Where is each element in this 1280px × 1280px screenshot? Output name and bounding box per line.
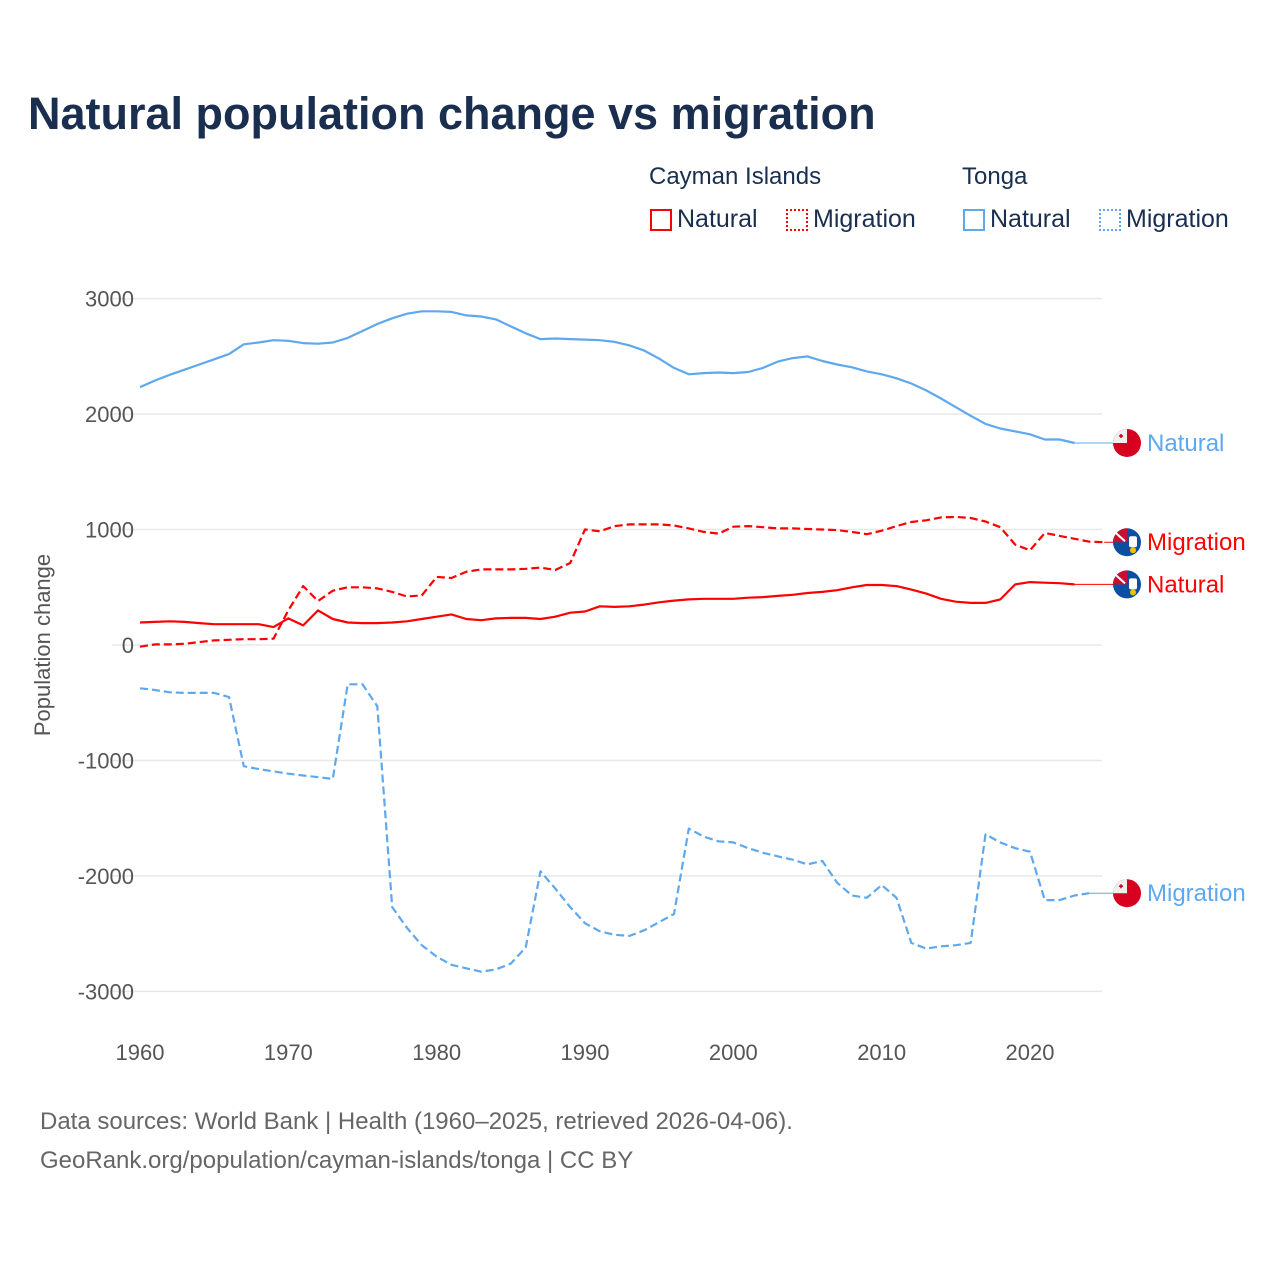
series-line xyxy=(139,310,1075,445)
footer-link[interactable]: GeoRank.org/population/cayman-islands/to… xyxy=(40,1147,634,1174)
legend-tonga-migration[interactable]: Migration xyxy=(1099,205,1229,234)
end-label: Migration xyxy=(1147,529,1246,556)
legend-label: Natural xyxy=(677,205,758,233)
footer-sources: Data sources: World Bank | Health (1960–… xyxy=(40,1108,793,1135)
series-line xyxy=(139,683,1090,973)
series-line xyxy=(139,515,1105,648)
dotted-swatch-icon xyxy=(786,208,808,231)
series-line xyxy=(139,581,1075,629)
end-label: Natural xyxy=(1147,430,1224,457)
y-tick-label: -1000 xyxy=(78,748,134,773)
flag-crest xyxy=(1130,547,1136,554)
y-tick-label: -2000 xyxy=(78,864,134,889)
legend-label: Migration xyxy=(813,205,916,233)
legend-cayman-migration[interactable]: Migration xyxy=(786,205,916,234)
x-tick-label: 1990 xyxy=(561,1040,610,1065)
y-tick-label: 2000 xyxy=(85,402,134,427)
end-label: Natural xyxy=(1147,571,1224,598)
x-tick-label: 1970 xyxy=(264,1040,313,1065)
y-tick-label: 3000 xyxy=(85,287,134,312)
flag-cross xyxy=(1119,884,1123,889)
flag-crest xyxy=(1130,589,1136,596)
y-tick-label: -3000 xyxy=(78,979,134,1004)
x-tick-label: 2010 xyxy=(857,1040,906,1065)
flag-cross xyxy=(1119,433,1123,438)
solid-swatch-icon xyxy=(963,208,985,231)
flag-shield xyxy=(1129,536,1137,548)
x-tick-label: 1980 xyxy=(412,1040,461,1065)
flag-stripe xyxy=(1114,531,1126,542)
legend-group-cayman: Cayman Islands xyxy=(649,163,822,190)
legend-tonga-natural[interactable]: Natural xyxy=(963,205,1071,234)
legend-label: Natural xyxy=(990,205,1071,233)
end-label: Migration xyxy=(1147,880,1246,907)
y-tick-label: 0 xyxy=(122,633,134,658)
legend-label: Migration xyxy=(1126,205,1229,233)
flag-shield xyxy=(1129,578,1137,590)
dotted-swatch-icon xyxy=(1099,208,1121,231)
legend-cayman-natural[interactable]: Natural xyxy=(650,205,758,234)
flag-stripe xyxy=(1114,573,1126,585)
legend-group-tonga: Tonga xyxy=(962,163,1028,190)
x-tick-label: 2020 xyxy=(1006,1040,1055,1065)
x-tick-label: 2000 xyxy=(709,1040,758,1065)
chart-title: Natural population change vs migration xyxy=(28,88,876,139)
x-tick-label: 1960 xyxy=(116,1040,165,1065)
solid-swatch-icon xyxy=(650,208,672,231)
y-tick-label: 1000 xyxy=(85,518,134,543)
y-axis-label: Population change xyxy=(30,554,55,736)
